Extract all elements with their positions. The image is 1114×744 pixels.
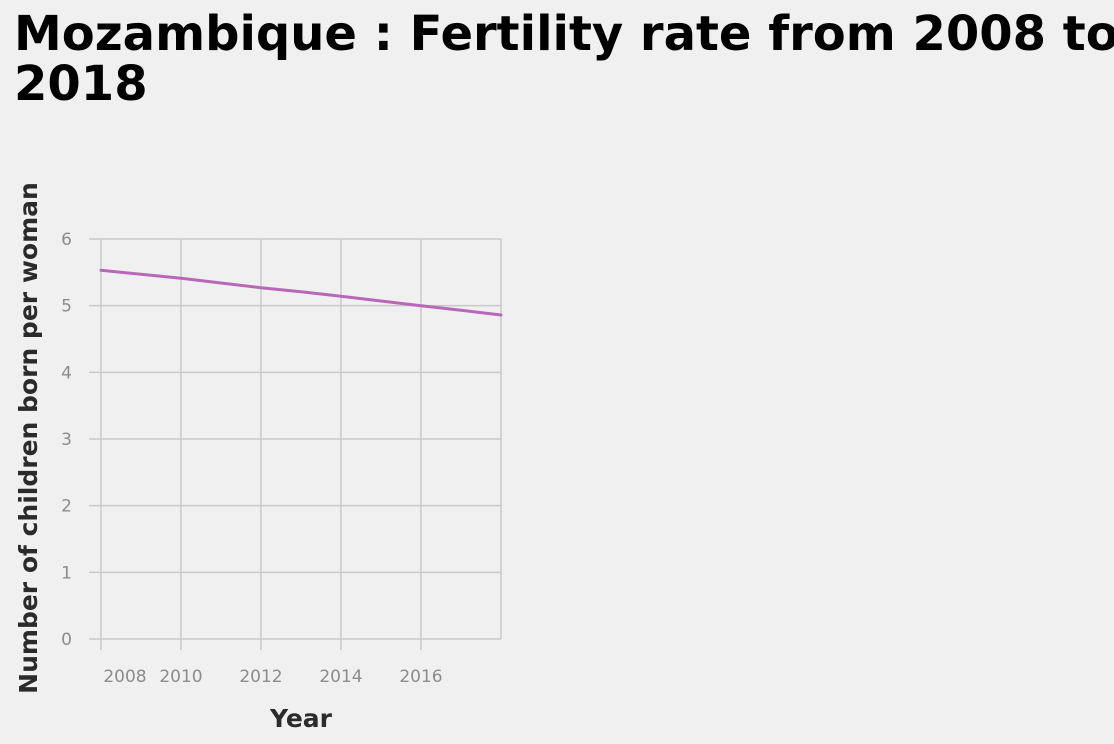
x-tick-label: 2012 [239, 667, 282, 687]
x-tick-label: 2014 [319, 667, 362, 687]
chart-title: Mozambique : Fertility rate from 2008 to… [14, 6, 1114, 112]
y-tick-label: 6 [61, 230, 72, 250]
x-axis-label: Year [269, 704, 333, 733]
x-tick-label: 2008 [103, 667, 146, 687]
y-tick-label: 4 [61, 363, 72, 383]
x-tick-label: 2010 [159, 667, 202, 687]
y-tick-label: 1 [61, 563, 72, 583]
tick-labels: 0 1 2 3 4 5 6 2008 2010 2012 2014 2016 [61, 230, 442, 687]
chart-title-line-1: Mozambique : Fertility rate from 2008 to [14, 6, 1114, 62]
y-tick-label: 5 [61, 297, 72, 317]
x-tick-label: 2016 [399, 667, 442, 687]
series-line [99, 268, 503, 317]
axis-ticks [89, 238, 422, 650]
chart-title-line-2: 2018 [14, 56, 148, 112]
series-group [99, 268, 503, 317]
y-tick-label: 0 [61, 630, 72, 650]
grid [100, 238, 502, 640]
y-axis-label: Number of children born per woman [14, 182, 43, 694]
y-tick-label: 2 [61, 497, 72, 517]
y-tick-label: 3 [61, 430, 72, 450]
